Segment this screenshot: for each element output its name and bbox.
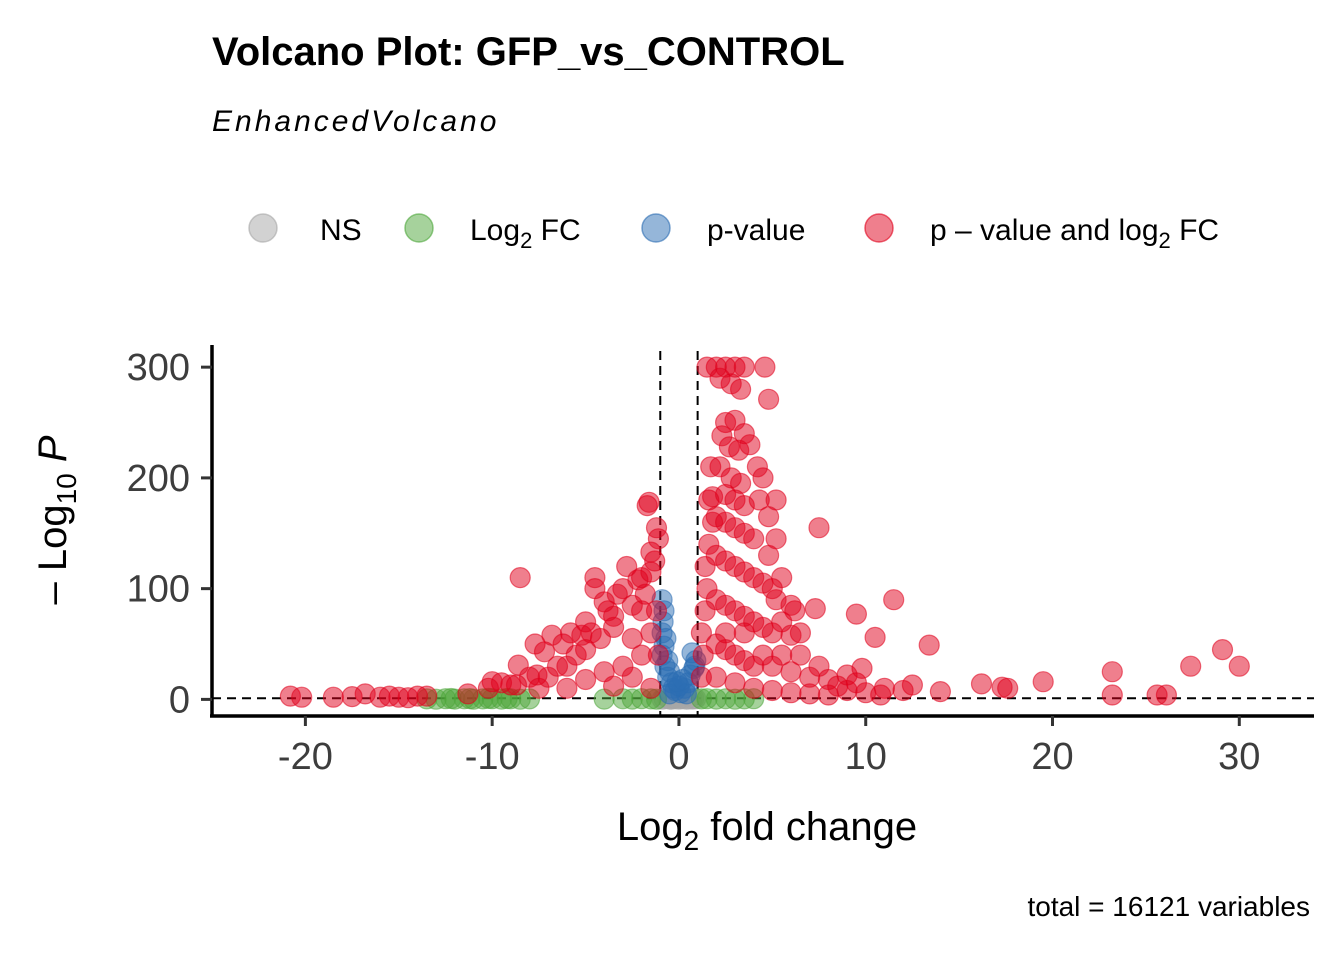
point-p-value-and-log2-fc <box>733 356 755 378</box>
point-p-value-and-log2-fc <box>757 388 780 410</box>
legend-marker-ns <box>248 213 278 243</box>
x-tick-label: -20 <box>278 736 333 778</box>
point-p-value-and-log2-fc <box>602 675 625 697</box>
x-tick-label: 10 <box>845 736 887 778</box>
point-p-value-and-log2-fc <box>574 668 597 691</box>
point-p-value-and-log2-fc <box>970 673 993 695</box>
point-p-value-and-log2-fc <box>1101 684 1123 706</box>
legend-marker-fc <box>404 213 434 243</box>
point-p-value-and-log2-fc <box>640 622 662 644</box>
point-p-value-and-log2-fc <box>870 684 892 706</box>
data-points <box>279 356 1250 710</box>
point-p-value-and-log2-fc <box>765 528 787 550</box>
legend-label-p: p-value <box>707 214 805 247</box>
y-tick-label: 200 <box>127 458 190 500</box>
point-p-value-and-log2-fc <box>724 672 746 694</box>
point-p-value-and-log2-fc <box>556 677 578 699</box>
x-tick-label: 30 <box>1218 736 1260 778</box>
y-tick-label: 300 <box>127 347 190 389</box>
point-p-value-and-log2-fc <box>752 644 774 666</box>
point-p-value-and-log2-fc <box>640 677 662 699</box>
point-p-value-and-log2-fc <box>845 672 868 694</box>
point-p-value-and-log2-fc <box>771 566 793 589</box>
point-p-value-and-log2-fc <box>771 644 793 666</box>
point-p-value-and-log2-fc <box>804 597 826 620</box>
point-p-value-and-log2-fc <box>634 583 656 605</box>
legend-label-fc_p: p – value and log2 FC <box>930 214 1219 253</box>
point-p-value-and-log2-fc <box>784 600 806 622</box>
point-p-value-and-log2-fc <box>808 517 830 539</box>
point-p-value-and-log2-fc <box>1180 655 1202 677</box>
point-p-value-and-log2-fc <box>808 655 830 677</box>
point-p-value-and-log2-fc <box>929 680 952 703</box>
point-p-value-and-log2-fc <box>1211 638 1234 661</box>
point-p-value-and-log2-fc <box>757 506 780 528</box>
chart-caption: total = 16121 variables <box>1027 891 1310 922</box>
point-p-value-and-log2-fc <box>291 686 313 708</box>
point-p-value <box>666 671 688 693</box>
point-p-value-and-log2-fc <box>705 666 727 688</box>
point-p-value-and-log2-fc <box>1101 661 1123 683</box>
point-p-value-and-log2-fc <box>827 675 849 697</box>
chart-title: Volcano Plot: GFP_vs_CONTROL <box>212 30 845 74</box>
y-axis-title: – Log10 P <box>31 435 82 604</box>
point-p-value-and-log2-fc <box>647 644 670 666</box>
point-p-value-and-log2-fc <box>918 634 940 656</box>
point-p-value-and-log2-fc <box>509 566 531 589</box>
legend-marker-fc_p <box>864 213 894 243</box>
legend-marker-p <box>641 213 671 243</box>
point-p-value-and-log2-fc <box>789 644 812 666</box>
point-p-value-and-log2-fc <box>1155 684 1178 706</box>
point-p-value-and-log2-fc <box>714 622 737 644</box>
x-tick-label: -10 <box>465 736 520 778</box>
legend: NS Log2 FC p-value p – value and log2 FC <box>248 213 1219 253</box>
point-p-value-and-log2-fc <box>780 682 802 704</box>
point-p-value-and-log2-fc <box>743 528 765 550</box>
legend-label-ns: NS <box>320 214 362 247</box>
point-p-value-and-log2-fc <box>733 622 755 644</box>
y-tick-label: 0 <box>169 679 190 721</box>
point-p-value-and-log2-fc <box>752 467 774 489</box>
point-p-value-and-log2-fc <box>901 674 924 696</box>
legend-label-fc: Log2 FC <box>470 214 581 253</box>
point-p-value-and-log2-fc <box>883 589 905 611</box>
point-p-value-and-log2-fc <box>1032 671 1054 693</box>
point-p-value-and-log2-fc <box>457 683 479 705</box>
point-p-value-and-log2-fc <box>739 434 761 456</box>
point-p-value-and-log2-fc <box>690 622 713 644</box>
chart-subtitle: EnhancedVolcano <box>212 105 500 138</box>
point-p-value-and-log2-fc <box>602 616 625 639</box>
point-p-value-and-log2-fc <box>799 683 821 705</box>
point-p-value-and-log2-fc <box>638 491 660 513</box>
point-p-value-and-log2-fc <box>754 356 776 378</box>
point-p-value-and-log2-fc <box>322 686 344 708</box>
point-p-value-and-log2-fc <box>621 666 643 688</box>
point-p-value-and-log2-fc <box>864 626 886 649</box>
x-tick-label: 0 <box>668 736 689 778</box>
point-p-value-and-log2-fc <box>845 603 868 625</box>
point-p-value-and-log2-fc <box>640 541 662 563</box>
y-tick-label: 100 <box>127 569 190 611</box>
point-p-value-and-log2-fc <box>997 677 1019 699</box>
point-p-value-and-log2-fc <box>743 677 765 699</box>
x-axis-title: Log2 fold change <box>617 805 917 856</box>
x-tick-label: 20 <box>1031 736 1073 778</box>
point-p-value-and-log2-fc <box>416 685 438 707</box>
point-p-value-and-log2-fc <box>761 679 783 702</box>
point-p-value-and-log2-fc <box>1228 655 1250 677</box>
point-p-value-and-log2-fc <box>789 622 812 644</box>
point-p-value-and-log2-fc <box>729 378 752 400</box>
point-p-value-and-log2-fc <box>645 600 668 622</box>
